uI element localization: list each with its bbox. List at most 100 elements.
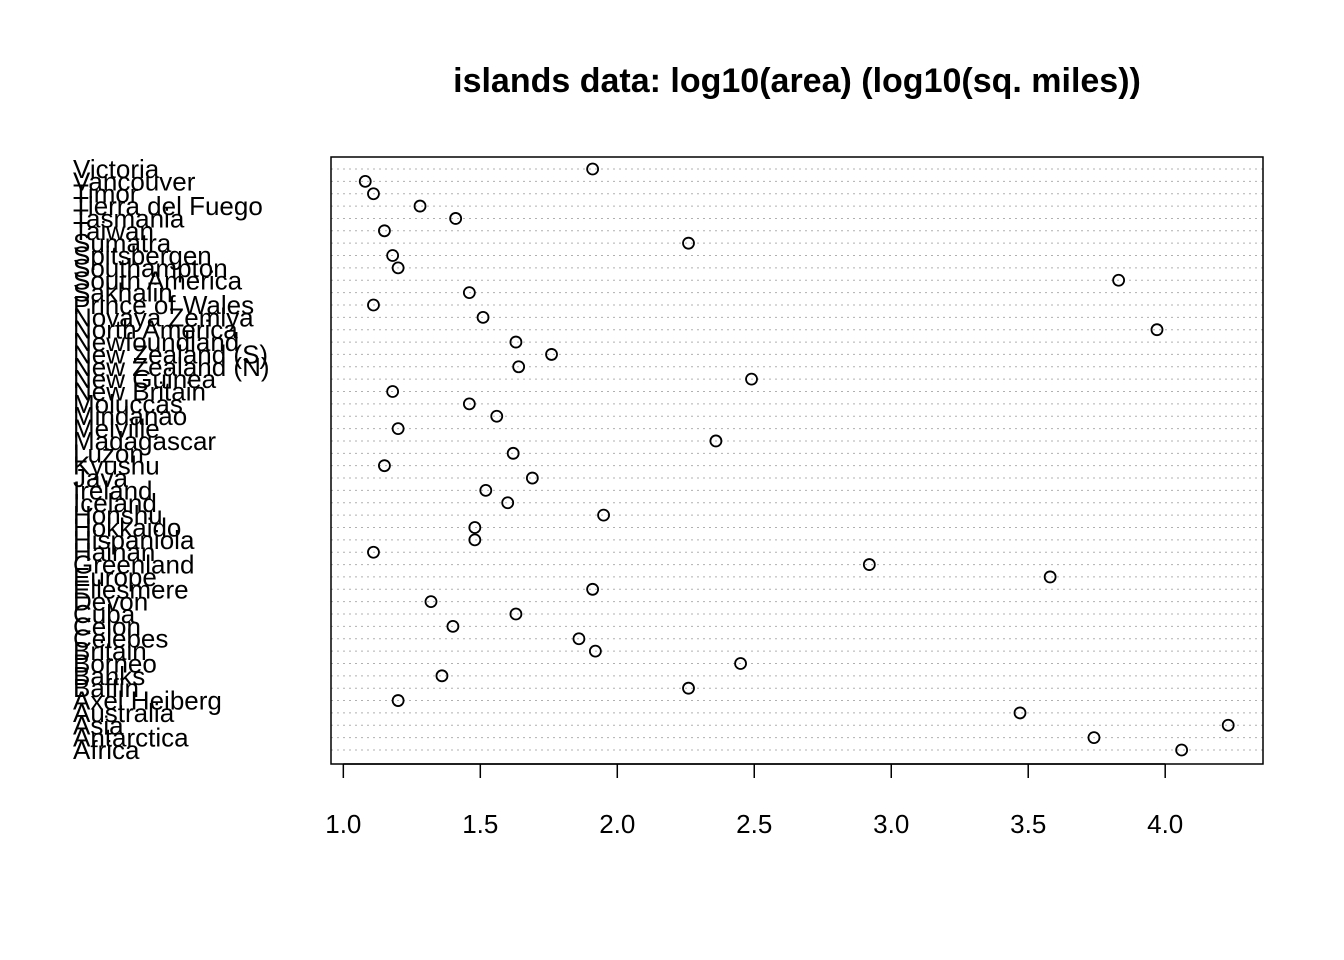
data-point [476,310,490,324]
data-point [446,619,460,633]
data-points [358,162,1235,757]
data-point [1087,731,1101,745]
data-point [462,397,476,411]
category-label: Prince of Wales [73,290,254,320]
category-label: Cuba [73,599,136,629]
data-point [509,607,523,621]
data-point [490,409,504,423]
data-point [1175,743,1189,757]
category-label: Celebes [73,624,168,654]
data-point [862,558,876,571]
category-label: Ireland [73,475,153,505]
category-label: Spitsbergen [73,241,212,271]
data-point [358,174,372,188]
category-label: Ellesmere [73,574,189,604]
x-tick-label: 4.0 [1147,809,1183,839]
category-label: Java [73,463,128,493]
category-label: South America [73,265,243,295]
data-point [1043,570,1057,584]
data-point [367,298,380,312]
x-tick-label: 1.0 [325,809,361,839]
category-label: Novaya Zemlya [73,302,254,332]
category-label: Iceland [73,488,157,518]
data-point [435,669,449,683]
data-point [391,261,405,275]
category-label: Taiwan [73,216,154,246]
category-label: Tasmania [73,203,185,233]
data-point [468,533,482,547]
data-point [682,236,695,250]
category-label: Tierra del Fuego [73,191,263,221]
category-label: Sumatra [73,228,172,258]
category-label: Antarctica [73,723,189,753]
data-point [1221,718,1235,732]
data-point [386,249,400,262]
category-label: Newfoundland [73,327,239,357]
category-label: Baffin [73,673,139,703]
category-label: Australia [73,698,175,728]
data-point [424,595,438,609]
data-point [709,434,723,448]
data-point [588,644,602,658]
data-point [572,632,586,646]
data-point [586,582,600,596]
category-label: Melville [73,414,160,444]
data-point [391,422,405,435]
data-point [367,545,380,559]
category-label: Greenland [73,550,194,580]
category-label: Hispaniola [73,525,195,555]
data-point [462,286,476,300]
data-point [479,484,493,497]
category-label: Luzon [73,438,144,468]
category-label: North America [73,315,238,345]
category-label: Devon [73,587,148,617]
data-point [512,360,526,374]
data-point [734,657,747,670]
category-label: Timor [73,179,139,209]
category-label: Banks [73,661,145,691]
category-label: Southampton [73,253,228,283]
data-point [413,199,427,213]
data-point [682,681,695,695]
plot-frame [330,156,1264,765]
category-label: New Britain [73,377,206,407]
data-point [509,335,523,349]
x-tick-label: 2.0 [599,809,635,839]
category-label: Hokkaido [73,512,181,542]
data-point [1013,706,1027,720]
category-label: Asia [73,710,124,740]
data-point [391,694,405,707]
x-tick-label: 1.5 [462,809,498,839]
category-label: Britain [73,636,147,666]
category-label: Africa [73,735,140,765]
category-label: Kyushu [73,451,160,481]
category-label: Europe [73,562,157,592]
category-label: Vancouver [73,166,196,196]
category-label: New Guinea [73,364,217,394]
data-point [1150,323,1164,337]
data-point [468,521,482,534]
data-point [378,224,391,238]
data-point [506,446,520,460]
category-label: Mindanao [73,401,187,431]
data-point [545,348,558,361]
data-point [386,385,400,398]
grid-lines [331,168,1263,751]
category-label: New Zealand (N) [73,352,270,382]
data-point [745,372,758,386]
x-tick-label: 2.5 [736,809,772,839]
data-point [378,459,391,473]
category-label: Axel Heiberg [73,686,222,716]
category-label: Hainan [73,537,155,567]
x-tick-label: 3.5 [1010,809,1046,839]
data-point [449,212,463,225]
x-axis: 1.0 1.5 2.0 2.5 3.0 3.5 4.0 [325,763,1183,839]
data-point [1112,273,1126,287]
category-label: Madagascar [73,426,216,456]
category-label: Honshu [73,500,163,530]
category-label: Moluccas [73,389,183,419]
category-label: Celon [73,611,141,641]
data-point [367,187,380,201]
